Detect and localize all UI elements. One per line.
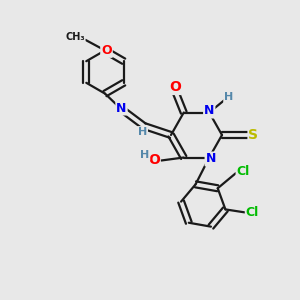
Text: O: O: [148, 154, 160, 167]
Text: Cl: Cl: [237, 165, 250, 178]
Text: S: S: [248, 128, 259, 142]
Text: O: O: [101, 44, 112, 57]
Text: H: H: [224, 92, 233, 103]
Text: N: N: [206, 152, 216, 166]
Text: N: N: [204, 104, 214, 118]
Text: H: H: [138, 127, 147, 137]
Text: N: N: [116, 101, 127, 115]
Text: O: O: [169, 80, 181, 94]
Text: CH₃: CH₃: [65, 32, 85, 42]
Text: Cl: Cl: [246, 206, 259, 219]
Text: H: H: [140, 150, 149, 160]
